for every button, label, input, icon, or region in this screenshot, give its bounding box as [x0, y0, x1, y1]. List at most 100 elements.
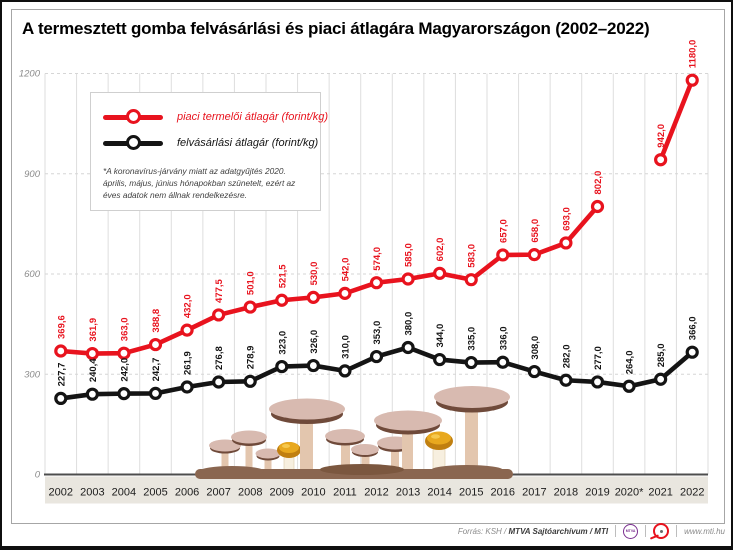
mti-logo-icon: [653, 523, 670, 539]
svg-text:802,0: 802,0: [593, 171, 604, 195]
source-bold: MTVA Sajtóarchívum / MTI: [508, 526, 609, 536]
svg-text:693,0: 693,0: [561, 207, 572, 231]
svg-text:380,0: 380,0: [404, 312, 415, 336]
svg-text:361,9: 361,9: [88, 318, 99, 342]
svg-text:2007: 2007: [206, 487, 230, 499]
svg-text:282,0: 282,0: [561, 344, 572, 368]
chart-panel: A termesztett gomba felvásárlási és piac…: [11, 9, 725, 524]
marker-dot-icon: [126, 108, 141, 124]
svg-text:2016: 2016: [491, 487, 515, 499]
svg-text:2021: 2021: [648, 487, 672, 499]
ground-illustration: [195, 464, 513, 479]
svg-text:657,0: 657,0: [498, 219, 509, 243]
price-line-chart: 0 300 600 900 1200 2002 2003 2004 2005 2006 2007 20…: [19, 40, 709, 504]
mushroom-icon: [434, 386, 510, 475]
mushroom-illustration: [195, 386, 513, 479]
source-prefix: Forrás: KSH /: [457, 526, 509, 536]
svg-text:583,0: 583,0: [467, 244, 478, 268]
divider: [676, 525, 678, 537]
svg-text:278,9: 278,9: [246, 346, 257, 370]
chart-grid: 0 300 600 900 1200 2002 2003 2004 2005 2006 2007 20…: [19, 69, 709, 504]
svg-text:1200: 1200: [19, 69, 41, 80]
svg-text:277,0: 277,0: [593, 346, 604, 370]
svg-text:363,0: 363,0: [119, 317, 130, 341]
svg-text:585,0: 585,0: [404, 243, 415, 267]
svg-text:542,0: 542,0: [340, 258, 351, 282]
mushroom-icon: [374, 410, 442, 475]
divider: [615, 525, 617, 537]
svg-text:336,0: 336,0: [498, 326, 509, 350]
website-link[interactable]: www.mti.hu: [684, 526, 725, 536]
mtva-logo-icon: MTVA: [623, 523, 639, 539]
svg-text:2010: 2010: [301, 487, 325, 499]
svg-text:323,0: 323,0: [277, 331, 288, 355]
svg-text:285,0: 285,0: [656, 343, 667, 367]
svg-text:574,0: 574,0: [372, 247, 383, 271]
svg-text:300: 300: [24, 369, 41, 380]
svg-text:2014: 2014: [427, 487, 451, 499]
mushroom-icon: [269, 398, 345, 475]
divider: [645, 525, 647, 537]
svg-text:2004: 2004: [112, 487, 136, 499]
svg-text:2012: 2012: [364, 487, 388, 499]
footer: Forrás: KSH / MTVA Sajtóarchívum / MTI M…: [458, 523, 725, 539]
mushroom-icon: [209, 439, 241, 474]
svg-text:2017: 2017: [522, 487, 546, 499]
svg-text:501,0: 501,0: [246, 271, 257, 295]
svg-text:2009: 2009: [270, 487, 294, 499]
svg-text:2002: 2002: [49, 487, 73, 499]
svg-text:366,0: 366,0: [688, 316, 699, 340]
svg-text:276,8: 276,8: [214, 346, 225, 370]
legend-item-market-price: piaci termelői átlagár (forint/kg): [103, 104, 328, 130]
svg-text:242,0: 242,0: [119, 358, 130, 382]
svg-text:353,0: 353,0: [372, 321, 383, 345]
svg-text:2011: 2011: [333, 487, 357, 499]
svg-text:2003: 2003: [80, 487, 104, 499]
red-line-sample-icon: [103, 108, 163, 124]
covid-footnote: *A koronavírus-járvány miatt az adatgyűj…: [103, 166, 296, 201]
svg-text:227,7: 227,7: [56, 363, 67, 387]
svg-text:308,0: 308,0: [530, 336, 541, 360]
svg-text:369,6: 369,6: [56, 315, 67, 339]
svg-text:521,5: 521,5: [277, 264, 288, 288]
mushroom-icon: [231, 430, 267, 474]
chart-series: 369,6 361,9 363,0 388,8 432,0 477,5 501,0 521,5…: [54, 40, 699, 406]
svg-text:1180,0: 1180,0: [688, 40, 699, 69]
svg-text:2005: 2005: [143, 487, 167, 499]
svg-text:2022: 2022: [680, 487, 704, 499]
svg-text:310,0: 310,0: [340, 335, 351, 359]
svg-text:335,0: 335,0: [467, 327, 478, 351]
source-credit: Forrás: KSH / MTVA Sajtóarchívum / MTI: [458, 527, 608, 536]
svg-text:2020*: 2020*: [615, 487, 644, 499]
svg-text:432,0: 432,0: [183, 294, 194, 318]
svg-text:0: 0: [35, 470, 41, 481]
marker-dot-icon: [126, 134, 141, 150]
svg-text:344,0: 344,0: [435, 324, 446, 348]
svg-text:242,7: 242,7: [151, 358, 162, 382]
legend-label: felvásárlási átlagár (forint/kg): [177, 137, 319, 149]
svg-text:658,0: 658,0: [530, 219, 541, 243]
svg-text:326,0: 326,0: [309, 330, 320, 354]
svg-text:530,0: 530,0: [309, 262, 320, 286]
svg-text:264,0: 264,0: [625, 350, 636, 374]
svg-text:2013: 2013: [396, 487, 420, 499]
page-title: A termesztett gomba felvásárlási és piac…: [22, 19, 650, 38]
svg-text:2006: 2006: [175, 487, 199, 499]
svg-text:388,8: 388,8: [151, 309, 162, 333]
svg-text:477,5: 477,5: [214, 278, 225, 302]
black-line-sample-icon: [103, 134, 163, 150]
svg-text:600: 600: [24, 269, 41, 280]
svg-text:261,9: 261,9: [183, 351, 194, 375]
svg-text:942,0: 942,0: [656, 124, 667, 148]
mushroom-icon: [255, 448, 281, 474]
svg-text:240,4: 240,4: [88, 358, 99, 382]
svg-text:2019: 2019: [585, 487, 609, 499]
svg-text:900: 900: [24, 169, 41, 180]
svg-text:2008: 2008: [238, 487, 262, 499]
legend-label: piaci termelői átlagár (forint/kg): [177, 111, 329, 123]
svg-text:2015: 2015: [459, 487, 483, 499]
chart-legend: piaci termelői átlagár (forint/kg) felvá…: [90, 92, 328, 212]
svg-text:2018: 2018: [554, 487, 578, 499]
legend-item-purchase-price: felvásárlási átlagár (forint/kg): [103, 130, 318, 156]
svg-text:602,0: 602,0: [435, 238, 446, 262]
